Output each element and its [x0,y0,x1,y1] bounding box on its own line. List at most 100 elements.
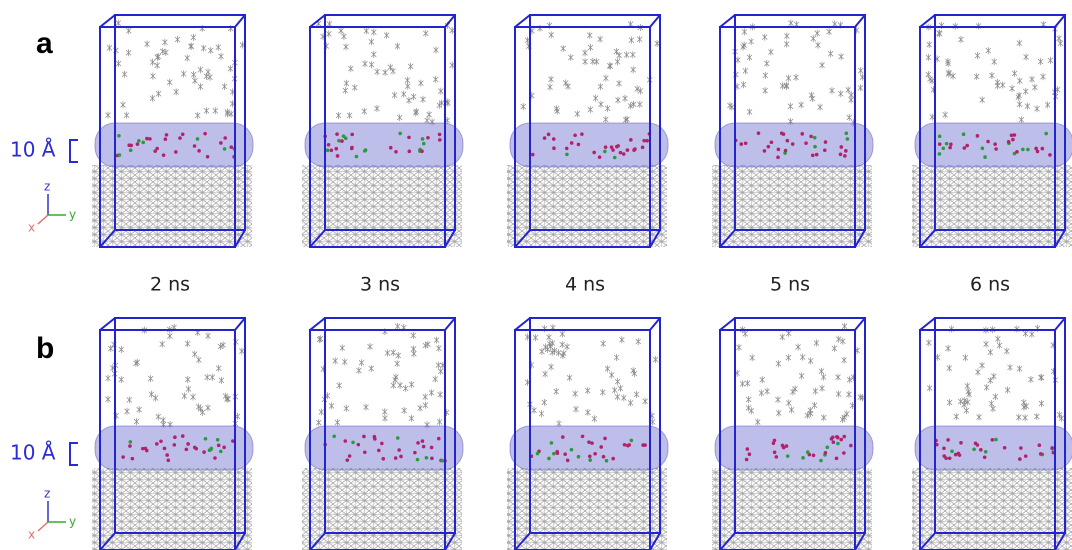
solute-atom [570,448,574,452]
solute-atom [153,149,157,153]
snapshot [302,318,463,550]
solute-atom [422,142,426,146]
molecule [409,415,414,422]
molecule [829,87,834,94]
solute-atom [994,147,998,151]
axis-y: y [69,515,76,529]
molecule [182,392,187,399]
solute-atom [804,141,808,145]
molecule [746,404,751,411]
molecule [820,62,825,69]
molecule [124,112,129,119]
molecule [1008,364,1013,371]
solute-atom [552,137,556,141]
molecule [800,354,805,361]
solute-atom [610,145,614,149]
molecule [396,352,401,359]
scale-bracket [70,443,78,465]
solute-atom [350,147,354,151]
solute-atom [588,458,592,462]
molecule [615,378,620,385]
molecule [786,354,791,361]
molecule [191,34,196,41]
solute-atom [144,447,148,451]
molecule [438,368,443,375]
molecule [436,345,441,352]
solute-atom [573,133,577,137]
solute-atom [824,140,828,144]
molecule [438,88,443,95]
molecule [126,27,131,34]
molecule [145,41,150,48]
solute-atom [531,153,535,157]
interface-slab [95,123,253,167]
molecule [637,101,642,108]
solute-atom [643,443,647,447]
molecule [796,344,801,351]
snapshot [507,318,668,550]
molecule [573,390,578,397]
solute-atom [164,137,168,141]
molecule [162,39,167,46]
molecule [333,357,338,364]
molecule [174,88,179,95]
solute-atom [984,450,988,454]
molecule [391,349,396,356]
molecule [344,80,349,87]
molecule [776,409,781,416]
molecule [789,406,794,413]
molecule [624,51,629,58]
molecule [965,383,970,390]
solute-atom [592,151,596,155]
panel-label: b [36,332,54,365]
molecule [1004,348,1009,355]
solute-atom [942,454,946,458]
molecule [946,345,951,352]
interface-slab [715,426,873,470]
solute-atom [844,149,848,153]
molecule [395,43,400,50]
solute-atom [330,148,334,152]
molecule [411,93,416,100]
solute-atom [619,151,623,155]
molecule [846,86,851,93]
molecule [1039,400,1044,407]
molecule [1017,77,1022,84]
axis-x: x [28,221,35,235]
solute-atom [773,450,777,454]
molecule [775,396,780,403]
molecule [406,97,411,104]
molecule [621,394,626,401]
molecule [542,325,547,332]
time-label: 5 ns [770,274,810,296]
solute-atom [776,156,780,160]
time-label: 6 ns [970,274,1010,296]
solute-atom [348,454,352,458]
molecule [450,27,455,34]
solute-atom [942,446,946,450]
molecule [369,38,374,45]
molecule [533,334,538,341]
solute-atom [159,440,163,444]
molecule [847,114,852,121]
molecule [598,101,603,108]
solute-atom [566,459,570,463]
molecule [537,25,542,32]
solute-atom [204,437,208,441]
molecule [615,58,620,65]
solute-atom [381,457,385,461]
molecule [846,391,851,398]
time-label: 2 ns [150,274,190,296]
molecule [192,77,197,84]
solute-atom [603,437,607,441]
molecule [383,69,388,76]
molecule [134,418,139,425]
molecule [393,374,398,381]
molecule [219,377,224,384]
molecule [150,95,155,102]
solute-atom [781,444,785,448]
solute-atom [438,138,442,142]
molecule [975,369,980,376]
solute-atom [630,439,634,443]
molecule [167,79,172,86]
